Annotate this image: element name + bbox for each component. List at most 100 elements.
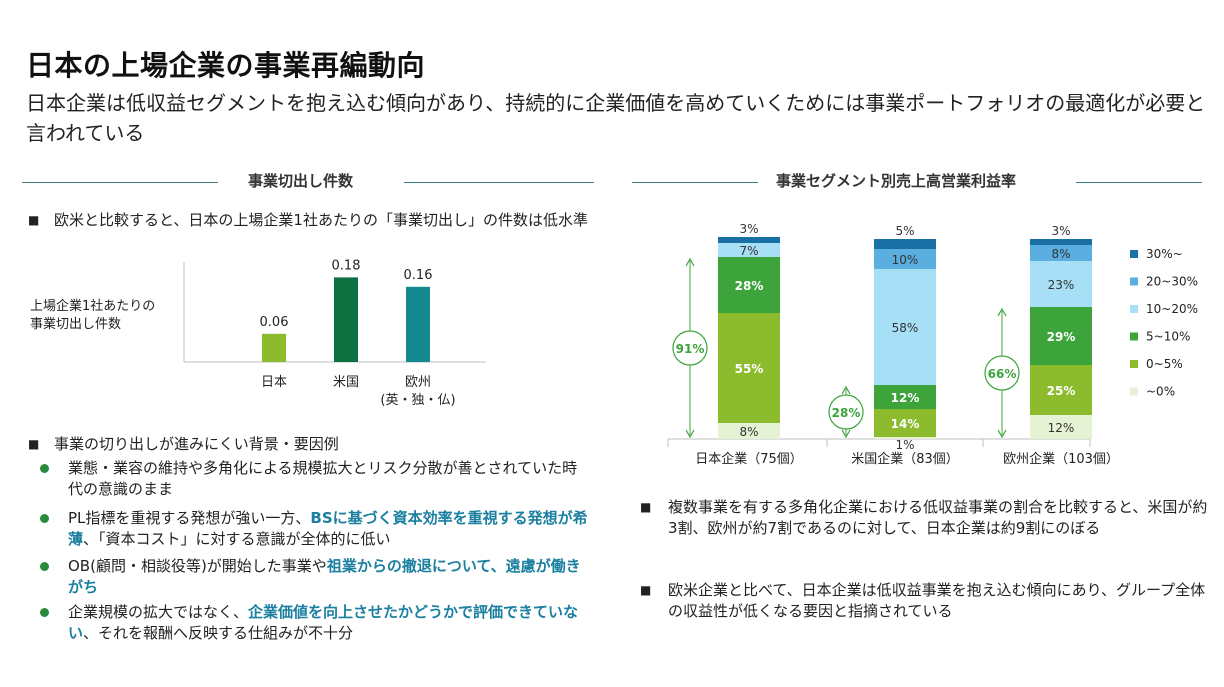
highlight-text: BSに基づく資本効率を重視する発想が希薄 [68,509,588,548]
divider [1076,182,1202,183]
square-bullet-icon: ■ [28,437,40,451]
stack-segment [718,243,780,257]
square-bullet-icon: ■ [28,213,40,227]
bullet-text: 事業の切り出しが進みにくい背景・要因例 [54,435,339,453]
right-section-title: 事業セグメント別売上高営業利益率 [776,172,1017,190]
stack-segment [1030,415,1092,439]
arrow-head-icon [685,429,695,439]
page-title: 日本の上場企業の事業再編動向 [26,49,426,82]
stack-segment [1030,245,1092,261]
arrow-head-icon [685,257,695,267]
x-tick-label: 米国 [333,375,359,390]
segment-value-label: 3% [1051,224,1070,238]
segment-value-label: 25% [1047,384,1076,398]
x-tick-label: 日本 [261,375,287,390]
legend-swatch [1130,332,1138,341]
legend-label: 0~5% [1146,357,1183,371]
bullet-item: ■ 事業の切り出しが進みにくい背景・要因例 [28,434,588,455]
legend-swatch [1130,360,1138,368]
bar-value-label: 0.16 [404,268,433,283]
highlight-text: 企業価値を向上させたかどうかで評価できていない [68,603,579,642]
legend-swatch [1130,387,1138,396]
segment-value-label: 7% [739,244,758,258]
left-section-title: 事業切出し件数 [248,172,354,190]
segment-value-label: 5% [895,224,914,238]
green-dot-icon [40,514,49,523]
sub-bullet-text: 業態・業容の維持や多角化による規模拡大とリスク分散が善とされていた時代の意識のま… [68,458,588,500]
legend-label: 20~30% [1146,275,1198,289]
left-section-header: 事業切出し件数 [22,170,594,194]
arrow-head-icon [997,429,1007,439]
x-tick-label: 日本企業（75個） [695,451,803,467]
arrow-head-icon [841,385,851,395]
legend-swatch [1130,305,1138,313]
green-dot-icon [40,562,49,571]
plain-text: 企業規模の拡大ではなく、 [68,603,249,621]
bullet-text: 複数事業を有する多角化企業における低収益事業の割合を比較すると、米国が約3割、欧… [668,498,1208,537]
sub-bullet-item: PL指標を重視する発想が強い一方、BSに基づく資本効率を重視する発想が希薄、「資… [40,508,588,550]
segment-value-label: 55% [735,362,764,376]
stack-segment [718,257,780,313]
page-subtitle: 日本企業は低収益セグメントを抱え込む傾向があり、持続的に企業価値を高めていくため… [26,91,1206,145]
green-dot-icon [40,608,49,617]
sub-bullet-item: OB(顧問・相談役等)が開始した事業や祖業からの撤退について、遠慮が働きがち [40,556,588,598]
annotation-label: 66% [988,367,1017,381]
square-bullet-icon: ■ [640,500,652,514]
sub-bullet-text: OB(顧問・相談役等)が開始した事業や祖業からの撤退について、遠慮が働きがち [68,556,588,598]
stack-segment [718,313,780,423]
legend-label: 30%~ [1146,247,1183,261]
stack-segment [874,269,936,385]
stack-segment [874,409,936,437]
plain-text: 、「資本コスト」に対する意識が全体的に低い [83,530,391,548]
plain-text: 業態・業容の維持や多角化による規模拡大とリスク分散が善とされていた時代の意識のま… [68,459,578,498]
segment-value-label: 28% [735,279,764,293]
stack-segment [1030,261,1092,307]
segment-value-label: 14% [891,417,920,431]
annotation-circle [984,355,1020,391]
arrow-head-icon [997,307,1007,317]
bullet-item: ■ 欧米と比較すると、日本の上場企業1社あたりの「事業切出し」の件数は低水準 [28,210,588,231]
stack-segment [1030,239,1092,245]
segment-value-label: 10% [892,253,919,267]
divider [632,182,758,183]
bar [406,286,430,362]
bullet-item: ■ 欧米企業と比べて、日本企業は低収益事業を抱え込む傾向にあり、グループ全体の収… [640,580,1210,622]
sub-bullet-text: PL指標を重視する発想が強い一方、BSに基づく資本効率を重視する発想が希薄、「資… [68,508,588,550]
stack-segment [1030,365,1092,415]
segment-margin-stacked-chart: 8% 55% 28% 7% 3% 日本企業（75個） 1% 14% 12% 58% 10% 5% 米国企… [667,222,1198,467]
arrow-head-icon [841,429,851,439]
bar-value-label: 0.18 [332,258,361,273]
annotation-circle [672,330,708,366]
segment-value-label: 12% [1048,421,1075,435]
legend-swatch [1130,277,1138,286]
segment-value-label: 8% [1051,247,1070,261]
segment-value-label: 8% [739,425,758,439]
stack-segment [874,249,936,269]
stack-segment [874,385,936,409]
segment-value-label: 12% [891,391,920,405]
plain-text: OB(顧問・相談役等)が開始した事業や [68,557,327,575]
stack-segment [874,437,936,439]
y-axis-label: 事業切出し件数 [30,316,121,332]
plain-text: PL指標を重視する発想が強い一方、 [68,509,311,527]
segment-value-label: 29% [1047,330,1076,344]
green-dot-icon [40,464,49,473]
x-tick-label: 米国企業（83個） [851,451,959,467]
segment-value-label: 3% [739,222,758,236]
bullet-text: 欧米企業と比べて、日本企業は低収益事業を抱え込む傾向にあり、グループ全体の収益性… [668,581,1206,620]
stack-segment [718,423,780,439]
stack-segment [1030,307,1092,365]
bar-value-label: 0.06 [260,315,289,330]
square-bullet-icon: ■ [640,583,652,597]
legend-label: 5~10% [1146,330,1190,344]
segment-value-label: 58% [892,321,919,335]
bar [262,333,286,362]
legend-label: 10~20% [1146,302,1198,316]
plain-text: 、それを報酬へ反映する仕組みが不十分 [83,624,354,642]
bullet-text: 欧米と比較すると、日本の上場企業1社あたりの「事業切出し」の件数は低水準 [54,211,588,229]
segment-value-label: 23% [1048,278,1075,292]
divider [404,182,594,183]
highlight-text: 祖業からの撤退について、遠慮が働きがち [68,557,581,596]
annotation-circle [828,394,864,430]
